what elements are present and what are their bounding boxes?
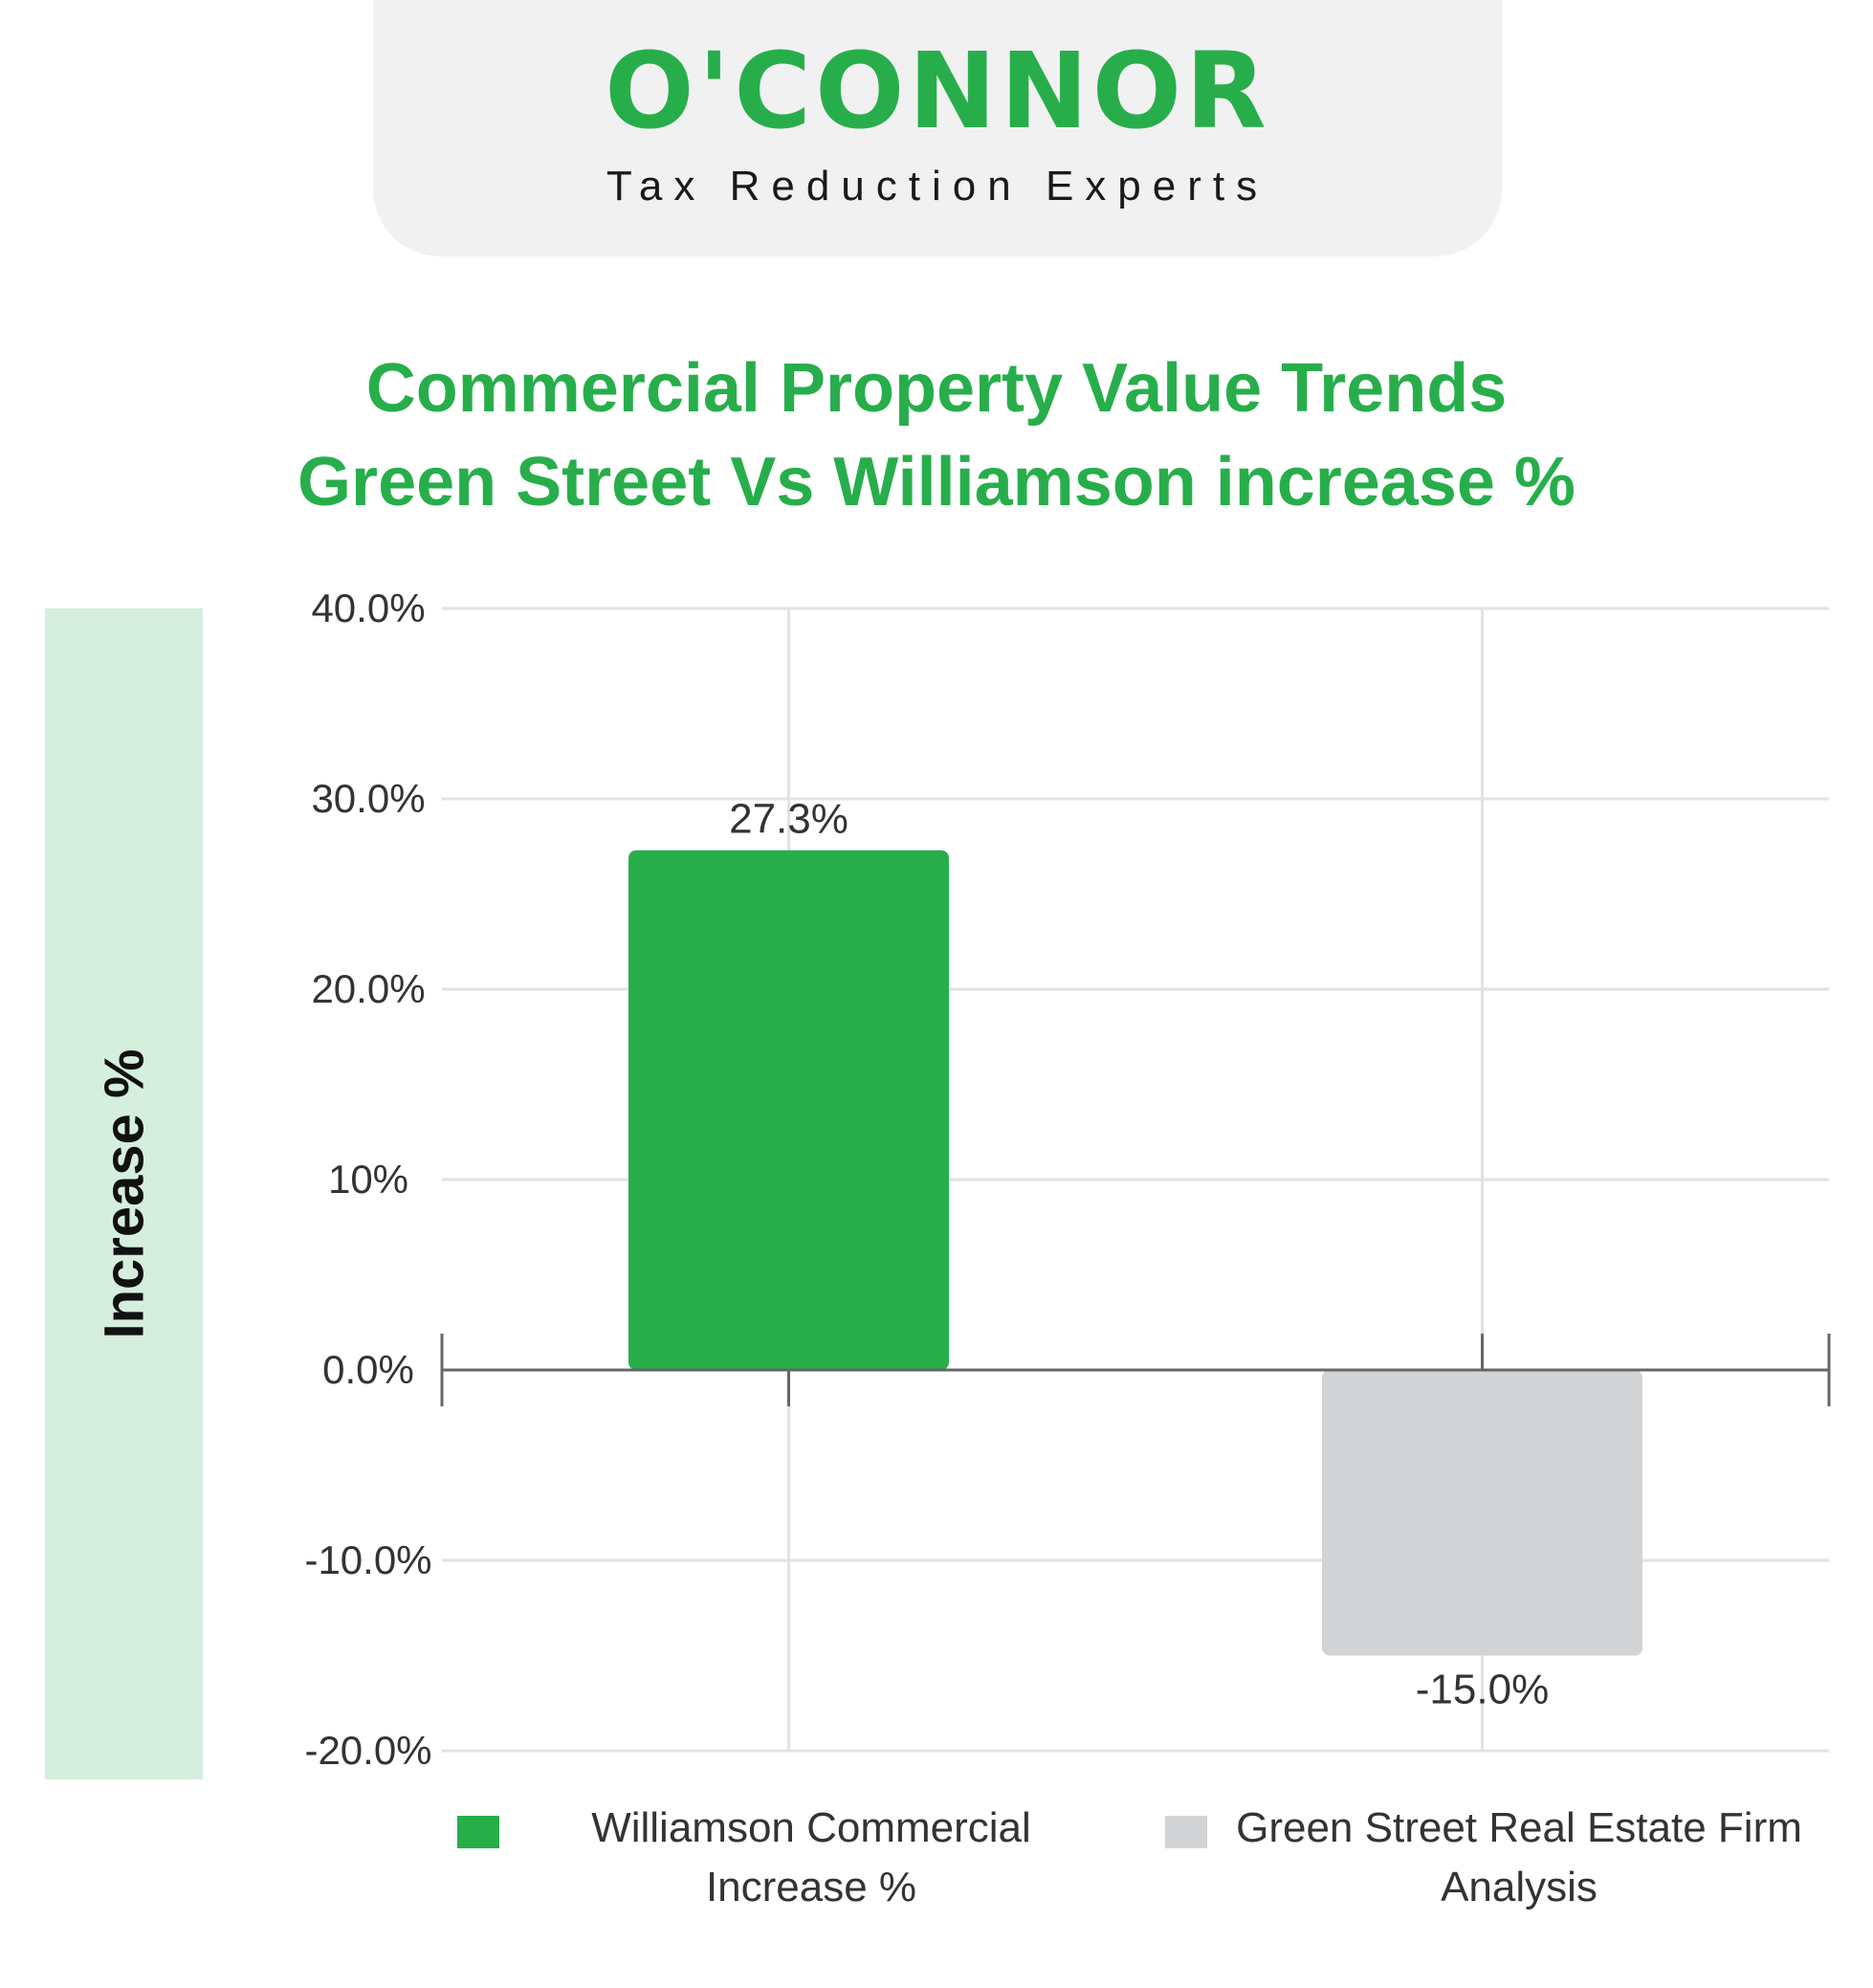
legend-label-green-street: Green Street Real Estate Firm Analysis	[1236, 1804, 1802, 1911]
logo-tagline: Tax Reduction Experts	[606, 163, 1269, 210]
bar-chart: 40.0% 30.0% 20.0% 10% 0.0% -10.0% -20.0% 27.3% -…	[304, 585, 1831, 1773]
legend-swatch-green-street	[1165, 1816, 1207, 1848]
logo-wordmark: O'CONNOR	[605, 30, 1270, 152]
data-label: -15.0%	[1416, 1667, 1549, 1713]
chart-title: Commercial Property Value Trends	[365, 350, 1508, 427]
y-tick-label: 20.0%	[311, 966, 425, 1011]
bar	[1322, 1370, 1642, 1656]
y-tick-label: 40.0%	[311, 585, 425, 630]
y-axis-label-band	[45, 608, 203, 1779]
bar	[628, 850, 949, 1370]
chart-subtitle: Green Street Vs Williamson increase %	[297, 444, 1576, 520]
y-tick-label: 10%	[328, 1157, 408, 1202]
legend-label-williamson: Williamson Commercial Increase %	[591, 1804, 1031, 1911]
data-label: 27.3%	[729, 796, 848, 843]
y-tick-label: 30.0%	[311, 776, 425, 821]
y-tick-label: -20.0%	[304, 1728, 431, 1773]
legend-swatch-williamson	[457, 1816, 499, 1848]
y-tick-label: -10.0%	[304, 1537, 431, 1582]
logo-banner: O'CONNOR Tax Reduction Experts	[373, 0, 1502, 256]
y-tick-label: 0.0%	[322, 1347, 414, 1392]
